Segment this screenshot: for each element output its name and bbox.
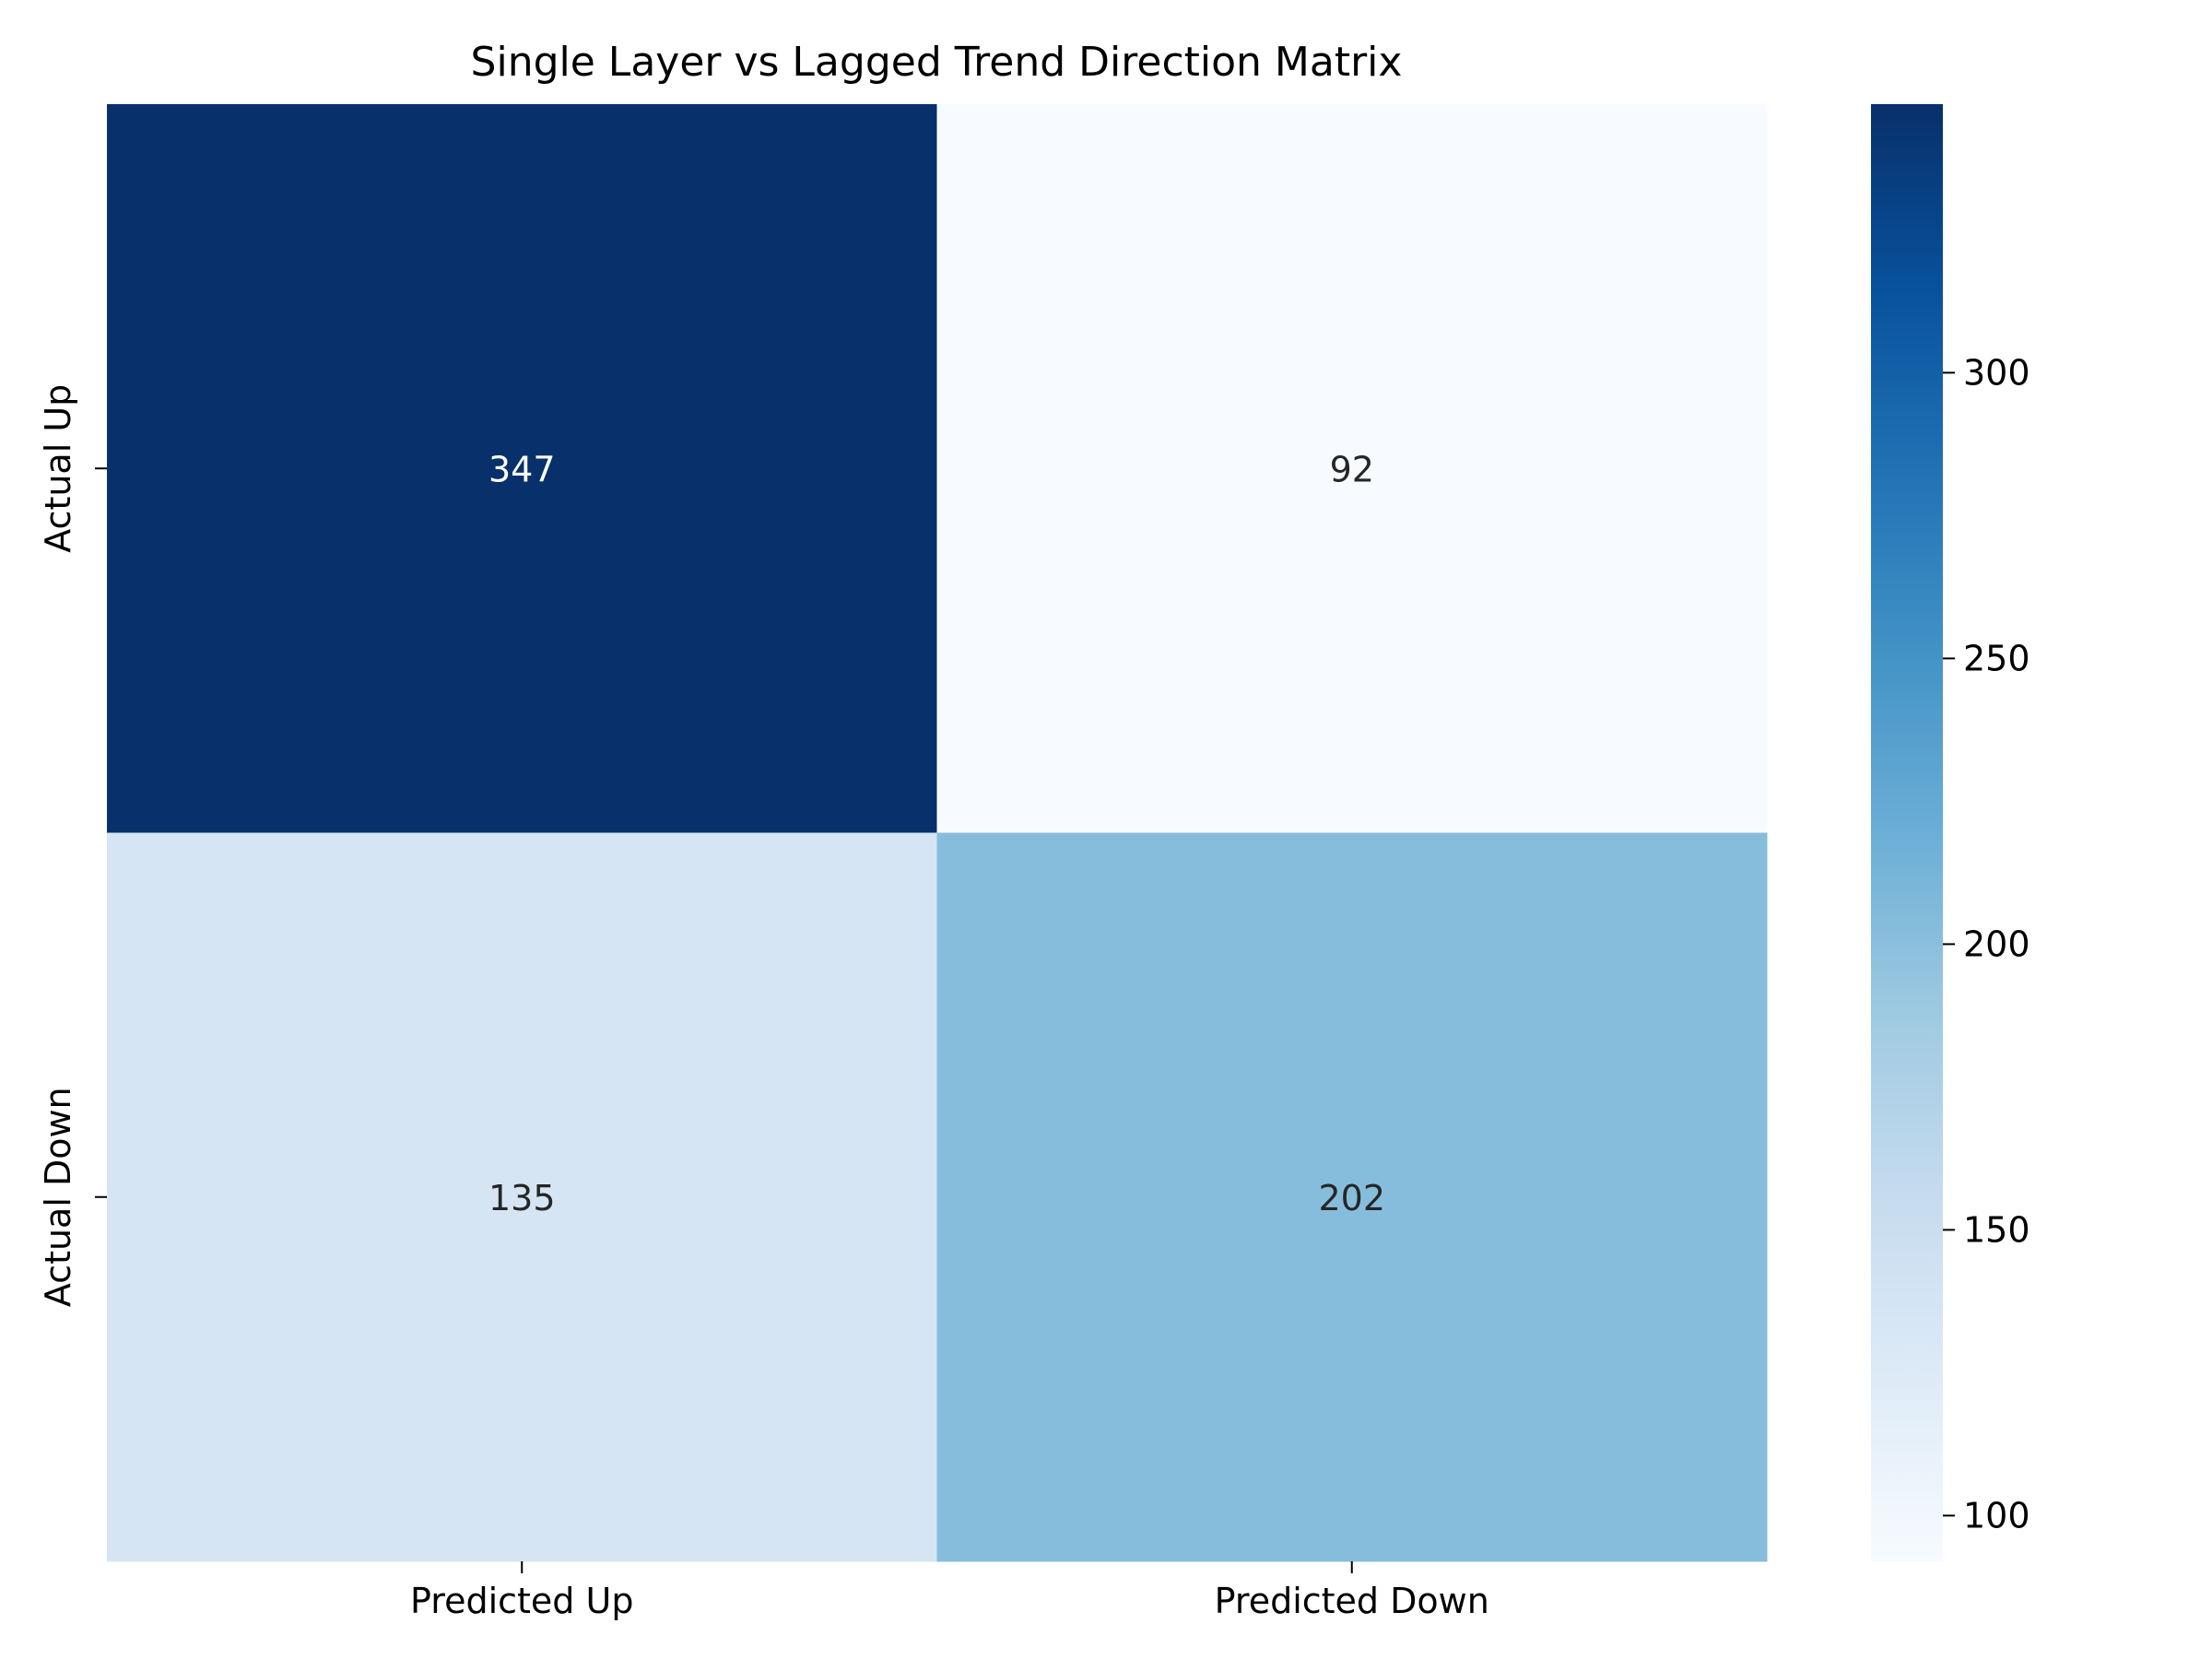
- cell-value-label-r1-c1: 202: [1318, 1178, 1385, 1218]
- x-axis: Predicted Up Predicted Down: [410, 1561, 1489, 1621]
- colorbar-ticks: 100 150 200 250 300: [1943, 352, 2030, 1535]
- cell-value-label-r0-c0: 347: [488, 449, 556, 489]
- colorbar: 100 150 200 250 300: [1871, 104, 2030, 1561]
- colorbar-tick-label-4: 300: [1963, 352, 2030, 393]
- colorbar-tick-label-1: 150: [1963, 1209, 2030, 1250]
- y-axis: Actual Up Actual Down: [38, 384, 107, 1307]
- chart-title: Single Layer vs Lagged Trend Direction M…: [471, 39, 1403, 86]
- colorbar-tick-label-0: 100: [1963, 1495, 2030, 1535]
- colorbar-tick-label-3: 250: [1963, 638, 2030, 678]
- cell-value-labels: 347 92 135 202: [488, 449, 1385, 1218]
- colorbar-bar: [1871, 104, 1943, 1561]
- cell-value-label-r0-c1: 92: [1330, 449, 1374, 489]
- colorbar-tick-label-2: 200: [1963, 924, 2030, 964]
- x-tick-label-1: Predicted Down: [1215, 1581, 1489, 1621]
- heatmap-cell-r0-c1: [936, 104, 1768, 833]
- heatmap-cell-r1-c1: [936, 832, 1768, 1562]
- heatmap-cell-r0-c0: [107, 104, 937, 833]
- cell-value-label-r1-c0: 135: [488, 1178, 556, 1218]
- x-tick-label-0: Predicted Up: [410, 1581, 633, 1621]
- y-tick-label-0: Actual Up: [38, 384, 78, 553]
- heatmap-cell-r1-c0: [107, 832, 937, 1562]
- heatmap-cells: [107, 104, 1768, 1562]
- y-tick-label-1: Actual Down: [38, 1087, 78, 1307]
